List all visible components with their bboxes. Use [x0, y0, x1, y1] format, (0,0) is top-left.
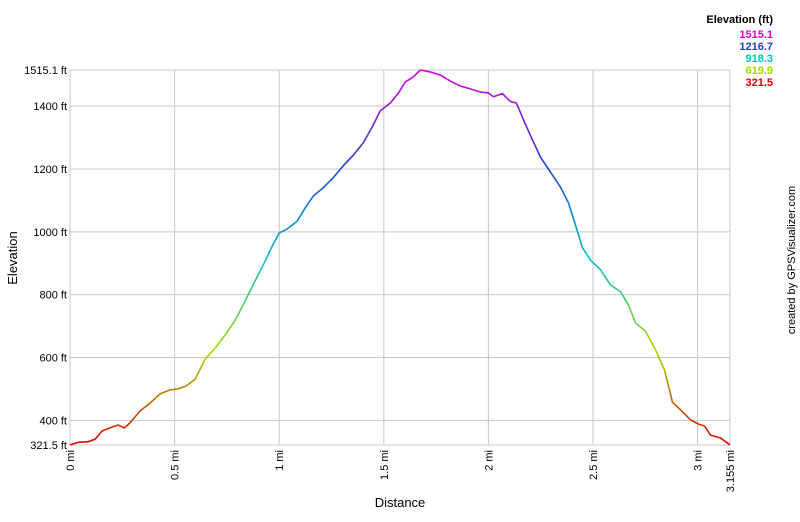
- legend-entry: 1216.7: [739, 41, 773, 53]
- x-tick-label: 3 mi: [693, 450, 705, 471]
- y-tick-label: 400 ft: [39, 415, 67, 427]
- x-tick-label: 0.5 mi: [170, 450, 182, 480]
- legend-entry: 619.9: [745, 65, 773, 77]
- y-tick-label: 321.5 ft: [30, 440, 67, 452]
- x-tick-label: 2.5 mi: [588, 450, 600, 480]
- x-tick-label: 2 mi: [483, 450, 495, 471]
- y-tick-label: 1200 ft: [33, 164, 67, 176]
- legend-entry: 1515.1: [739, 29, 773, 41]
- y-tick-label: 1000 ft: [33, 227, 67, 239]
- y-tick-label: 1515.1 ft: [24, 65, 67, 77]
- legend-entry: 321.5: [745, 77, 773, 89]
- elevation-line: [69, 69, 731, 446]
- y-tick-label: 1400 ft: [33, 101, 67, 113]
- x-tick-label: 1.5 mi: [379, 450, 391, 480]
- x-tick-label: 1 mi: [274, 450, 286, 471]
- y-tick-label: 800 ft: [39, 290, 67, 302]
- legend-title: Elevation (ft): [706, 14, 773, 26]
- y-axis-title: Elevation: [5, 231, 20, 284]
- legend-entry: 918.3: [745, 53, 773, 65]
- credit: created by GPSVisualizer.com: [786, 186, 798, 334]
- x-tick-label: 3.155 mi: [725, 450, 737, 492]
- x-tick-label: 0 mi: [65, 450, 77, 471]
- x-axis-title: Distance: [375, 495, 426, 510]
- y-tick-label: 600 ft: [39, 353, 67, 365]
